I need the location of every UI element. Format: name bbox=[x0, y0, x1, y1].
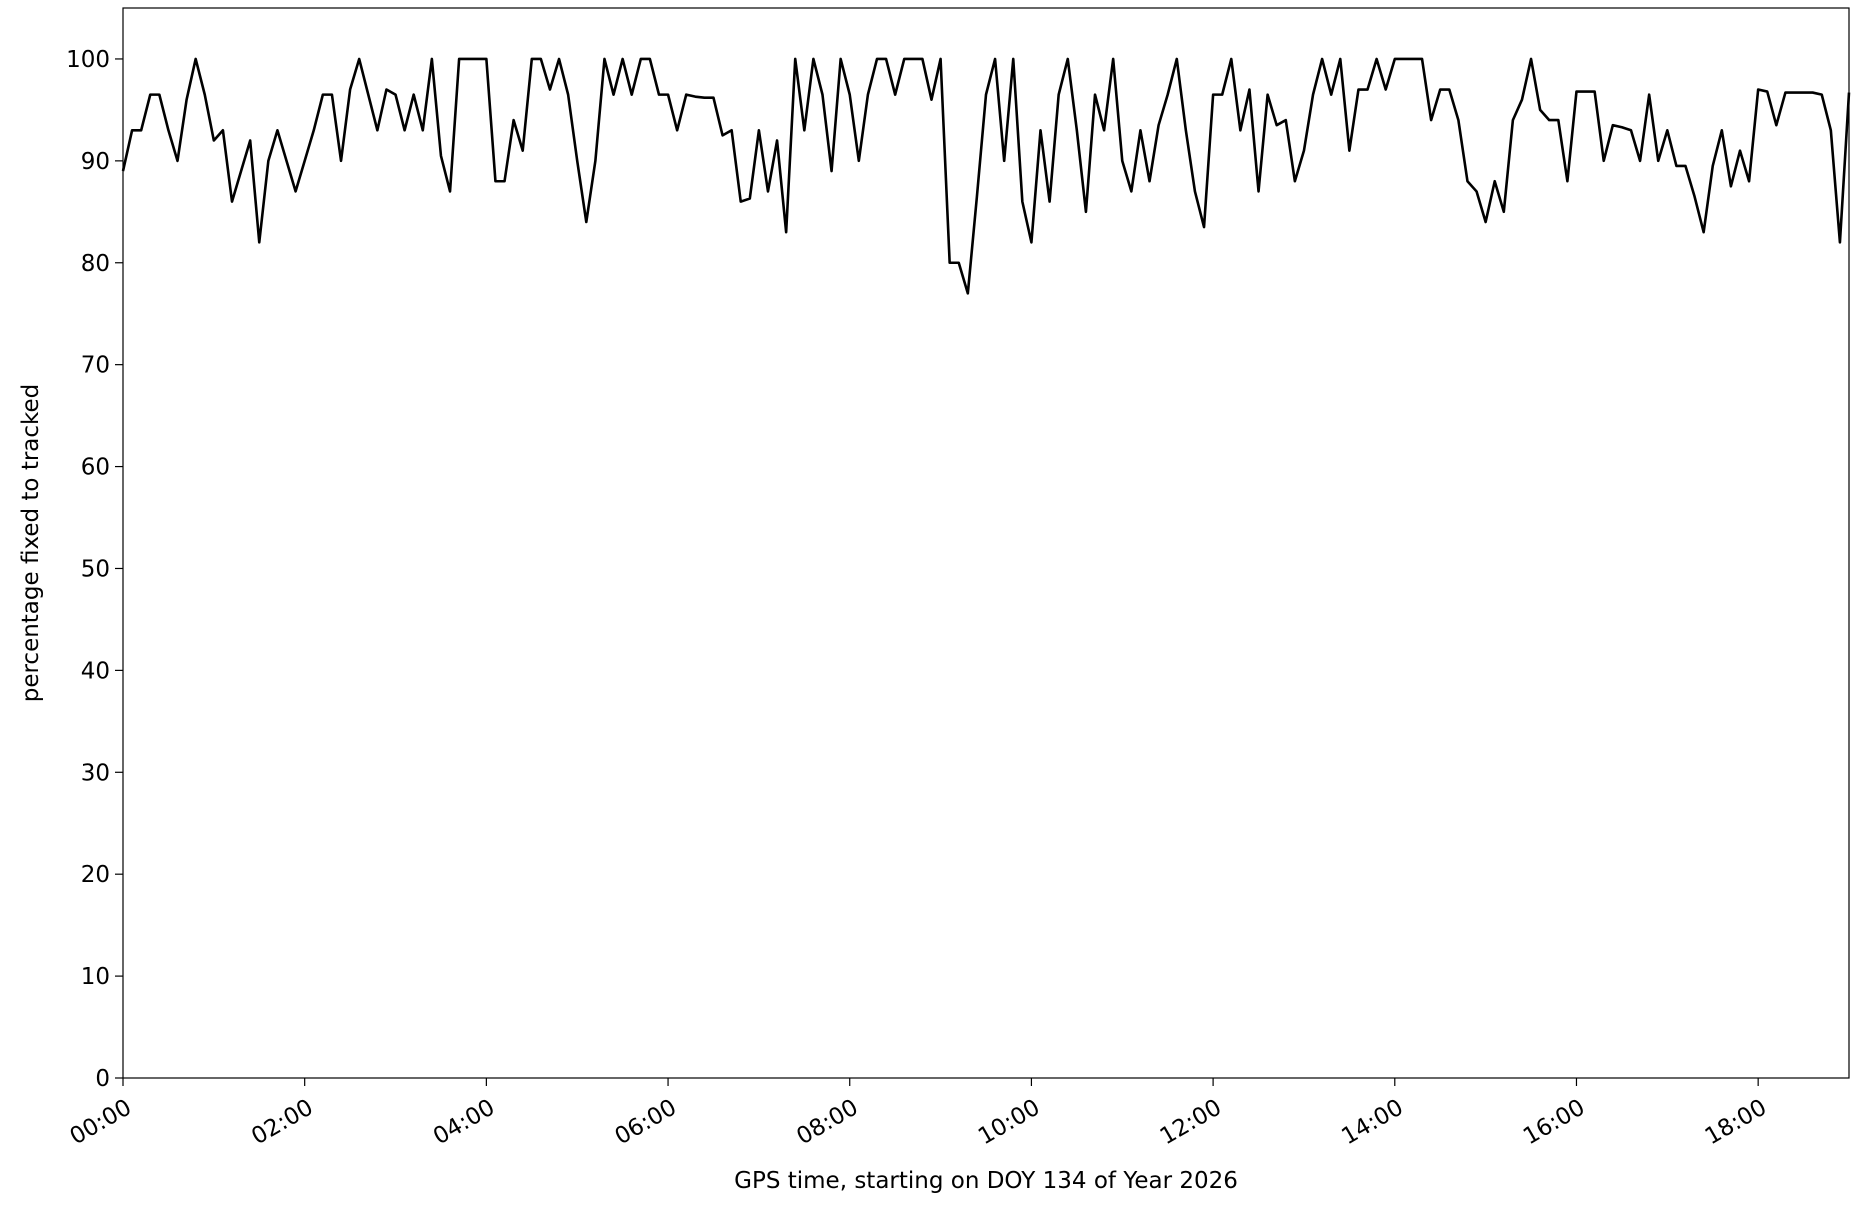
x-tick-label: 02:00 bbox=[247, 1095, 317, 1151]
x-tick-label: 14:00 bbox=[1337, 1095, 1407, 1151]
x-tick-label: 08:00 bbox=[792, 1095, 862, 1151]
x-tick-label: 10:00 bbox=[974, 1095, 1044, 1151]
x-tick-label: 18:00 bbox=[1701, 1095, 1771, 1151]
y-tick-label: 70 bbox=[81, 353, 110, 379]
y-tick-label: 100 bbox=[66, 47, 110, 73]
y-tick-label: 30 bbox=[81, 760, 110, 786]
data-line bbox=[121, 57, 1851, 295]
x-tick-label: 00:00 bbox=[66, 1095, 136, 1151]
plot-frame bbox=[122, 7, 1850, 1079]
y-tick-label: 20 bbox=[81, 862, 110, 888]
x-tick-label: 16:00 bbox=[1519, 1095, 1589, 1151]
y-tick-label: 0 bbox=[95, 1066, 110, 1092]
x-tick-label: 12:00 bbox=[1156, 1095, 1226, 1151]
y-tick-label: 80 bbox=[81, 251, 110, 277]
x-tick-label: 04:00 bbox=[429, 1095, 499, 1151]
y-tick-label: 10 bbox=[81, 964, 110, 990]
x-tick-label: 06:00 bbox=[611, 1095, 681, 1151]
y-tick-label: 40 bbox=[81, 658, 110, 684]
y-tick-label: 60 bbox=[81, 455, 110, 481]
y-tick-label: 50 bbox=[81, 556, 110, 582]
y-tick-label: 90 bbox=[81, 149, 110, 175]
y-axis-label: percentage fixed to tracked bbox=[18, 384, 44, 703]
x-axis-label: GPS time, starting on DOY 134 of Year 20… bbox=[734, 1168, 1238, 1194]
